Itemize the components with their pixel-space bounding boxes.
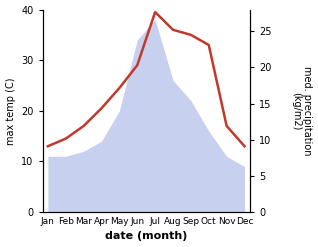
- X-axis label: date (month): date (month): [105, 231, 187, 242]
- Y-axis label: max temp (C): max temp (C): [5, 77, 16, 144]
- Y-axis label: med. precipitation
(kg/m2): med. precipitation (kg/m2): [291, 66, 313, 156]
